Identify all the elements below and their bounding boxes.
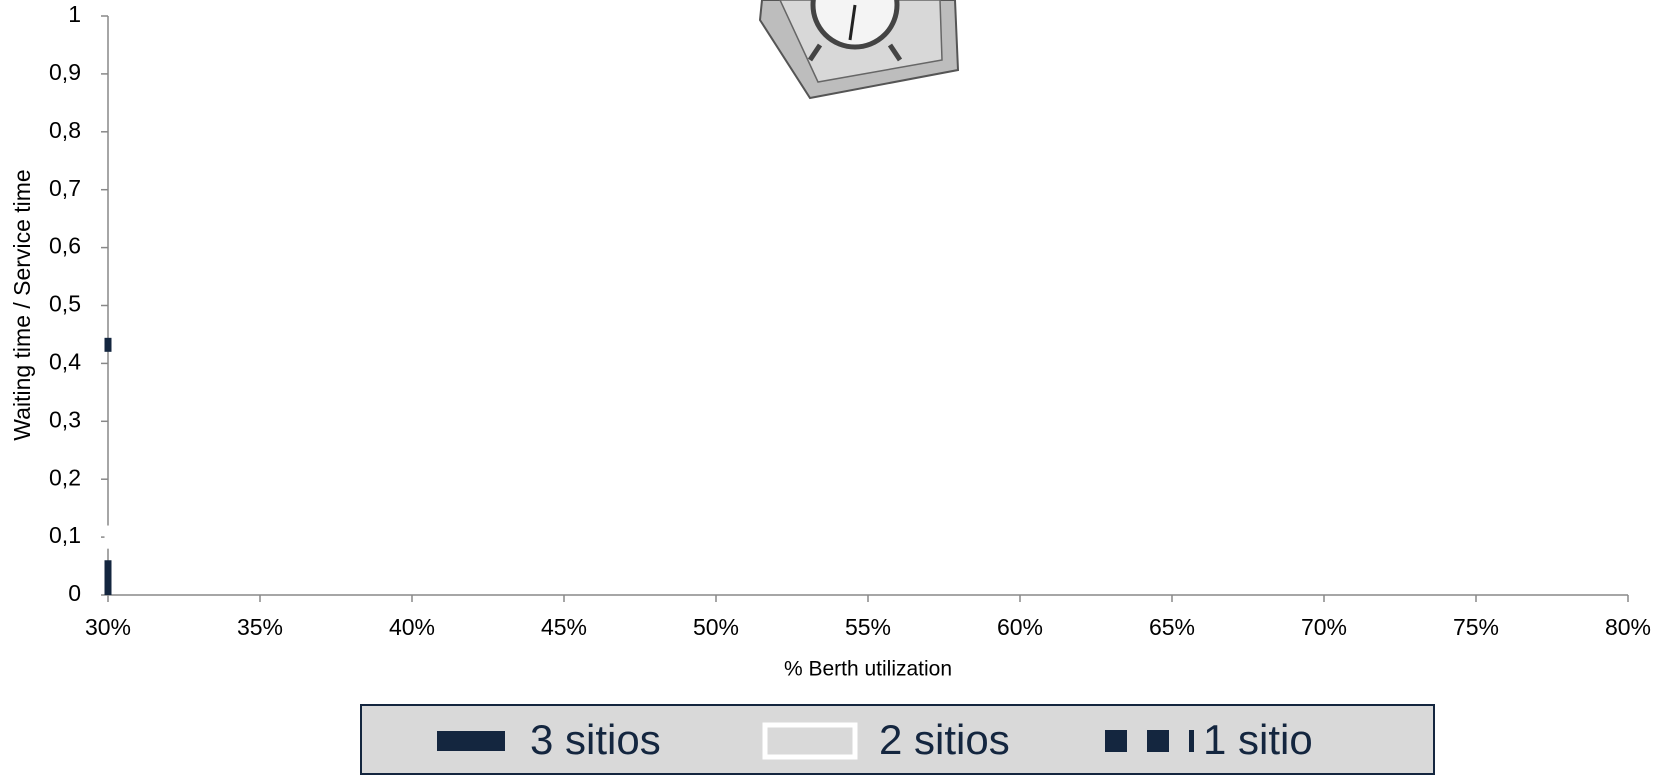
x-axis-label: % Berth utilization bbox=[784, 658, 952, 681]
x-tick-label: 75% bbox=[1453, 614, 1499, 640]
legend-label: 3 sitios bbox=[530, 716, 661, 763]
x-tick-label: 55% bbox=[845, 614, 891, 640]
legend-swatch bbox=[1105, 730, 1127, 752]
legend-swatch bbox=[437, 731, 505, 751]
x-tick-label: 60% bbox=[997, 614, 1043, 640]
y-tick-label: 0,2 bbox=[49, 464, 81, 490]
x-tick-label: 40% bbox=[389, 614, 435, 640]
y-tick-label: 0,4 bbox=[49, 348, 81, 374]
x-tick-label: 50% bbox=[693, 614, 739, 640]
y-tick-label: 0,6 bbox=[49, 233, 81, 259]
x-tick-label: 70% bbox=[1301, 614, 1347, 640]
y-tick-label: 0,5 bbox=[49, 291, 81, 317]
legend-label: 1 sitio bbox=[1203, 716, 1313, 763]
legend-swatch bbox=[1147, 730, 1169, 752]
y-tick-label: 1 bbox=[68, 1, 81, 27]
legend-swatch bbox=[762, 722, 858, 760]
x-tick-label: 65% bbox=[1149, 614, 1195, 640]
x-tick-label: 35% bbox=[237, 614, 283, 640]
y-tick-label: 0,7 bbox=[49, 175, 81, 201]
y-tick-label: 0,1 bbox=[49, 522, 81, 548]
x-tick-label: 80% bbox=[1605, 614, 1651, 640]
y-tick-label: 0,9 bbox=[49, 59, 81, 85]
y-tick-label: 0,3 bbox=[49, 406, 81, 432]
y-axis-label: Waiting time / Service time bbox=[9, 169, 35, 440]
y-tick-label: 0 bbox=[68, 580, 81, 606]
y-tick-label: 0,8 bbox=[49, 117, 81, 143]
x-tick-label: 30% bbox=[85, 614, 131, 640]
clock-icon bbox=[758, 0, 960, 100]
legend-label: 2 sitios bbox=[879, 716, 1010, 763]
x-tick-label: 45% bbox=[541, 614, 587, 640]
legend bbox=[360, 704, 1435, 775]
legend-swatch bbox=[1189, 730, 1194, 752]
